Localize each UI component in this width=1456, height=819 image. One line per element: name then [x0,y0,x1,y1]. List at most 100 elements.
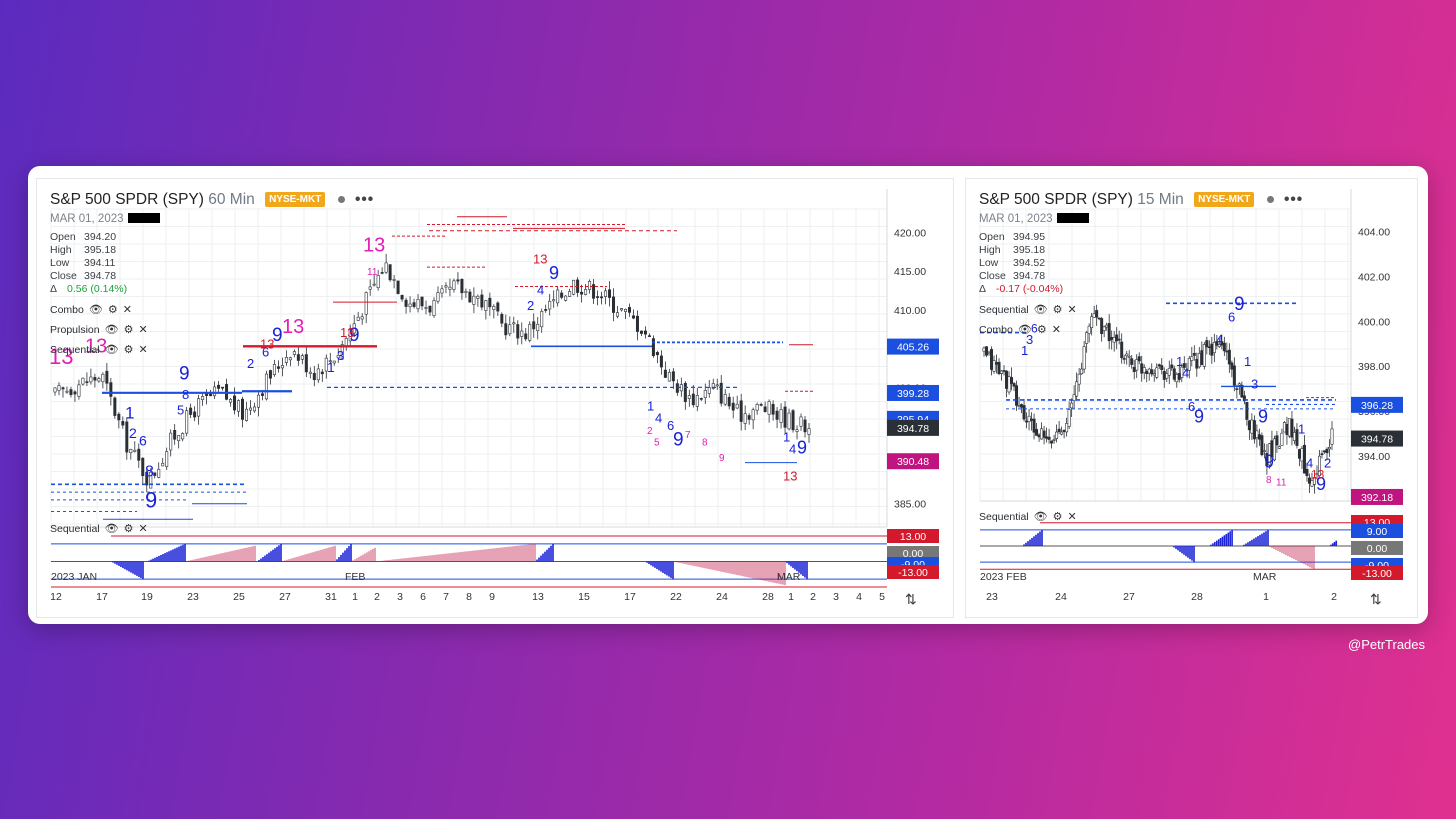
month-label: MAR [777,571,801,583]
gear-icon[interactable]: ⚙ [1036,324,1047,336]
close-icon[interactable]: ✕ [138,523,148,535]
chart-canvas-15min[interactable]: 404.00402.00400.00398.00396.00394.001361… [966,179,1417,617]
ohlc-close: Close 394.78 [50,270,117,282]
candle-body [272,364,276,375]
close-icon[interactable]: ✕ [122,304,132,316]
eye-icon[interactable]: 👁 [104,523,119,535]
candle-body [1140,363,1144,374]
close-icon[interactable]: ✕ [138,324,148,336]
candle-body [1227,349,1231,365]
symbol-title[interactable]: S&P 500 SPDR (SPY) [50,191,204,208]
timeframe-label[interactable]: 60 Min [208,191,255,208]
ellipsis-icon[interactable]: ••• [1283,191,1304,208]
ohlc-low: Low 394.52 [979,257,1046,269]
candle-body [161,462,165,467]
candle-body [731,402,735,411]
eye-icon[interactable]: 👁 [1033,304,1048,316]
candle-body [105,370,109,384]
indicator-row-combo[interactable]: Combo 👁 ⚙ ✕ [979,324,1061,336]
eye-icon[interactable]: 👁 [1017,324,1032,336]
candle-body [217,384,221,389]
swap-axis-icon[interactable]: ⇅ [1370,591,1382,607]
candle-body [1017,405,1021,408]
candle-body [1225,350,1229,353]
gear-icon[interactable]: ⚙ [107,304,118,316]
setup-count-label: 1 [1298,422,1305,437]
indicator-row-sequential[interactable]: Sequential 👁 ⚙ ✕ [50,344,148,356]
chart-canvas-60min[interactable]: 420.00415.00410.00405.00400.00395.00390.… [37,179,953,617]
price-axis-label: 394.00 [1358,451,1390,463]
candle-body [703,390,707,398]
candle-body [448,286,452,290]
candle-body [1325,448,1329,454]
timeframe-label[interactable]: 15 Min [1137,191,1184,208]
gear-icon[interactable]: ⚙ [1052,304,1063,316]
symbol-title[interactable]: S&P 500 SPDR (SPY) [979,191,1133,208]
setup-count-label: 8 [182,387,189,402]
candle-body [69,389,73,395]
indicator-row-sequential[interactable]: Sequential 👁 ⚙ ✕ [979,304,1077,316]
osc-tag [887,546,939,560]
candle-body [1100,318,1104,334]
candle-body [137,448,141,461]
gear-icon[interactable]: ⚙ [123,324,134,336]
ellipsis-icon[interactable]: ••• [354,191,375,208]
gear-icon[interactable]: ⚙ [123,344,134,356]
candle-body [93,377,97,381]
day-label: 27 [1123,591,1135,603]
indicator-row-combo[interactable]: Combo 👁 ⚙ ✕ [50,304,132,316]
candle-body [61,387,65,390]
setup-count-label: 9 [1194,406,1204,426]
close-icon[interactable]: ✕ [1051,324,1061,336]
candle-body [1085,332,1089,344]
eye-icon[interactable]: 👁 [104,344,119,356]
panel-header: S&P 500 SPDR (SPY) 15 Min NYSE-MKT ••• [979,191,1303,209]
day-label: 17 [96,591,108,603]
candle-body [1300,448,1304,462]
sub-indicator-sequential[interactable]: Sequential 👁 ⚙ ✕ [979,511,1077,523]
price-tag-label: 394.78 [897,423,929,435]
setup-count-label: 5 [177,403,184,418]
candle-body [1042,430,1046,438]
candle-body [276,366,280,369]
setup-count-label: 9 [145,488,157,513]
candle-body [667,372,671,382]
close-icon[interactable]: ✕ [1067,511,1077,523]
close-icon[interactable]: ✕ [1067,304,1077,316]
candle-body [424,307,428,309]
indicator-row-propulsion[interactable]: Propulsion 👁 ⚙ ✕ [50,324,148,336]
eye-icon[interactable]: 👁 [104,324,119,336]
day-label: 22 [670,591,682,603]
setup-count-label: 13 [533,251,547,266]
candle-body [1187,358,1191,371]
candle-body [588,281,592,290]
ohlc-open: Open 394.95 [979,231,1046,243]
gear-icon[interactable]: ⚙ [1052,511,1063,523]
setup-count-label: 1 [327,359,335,375]
candle-body [1200,350,1204,365]
candle-body [384,262,388,273]
candle-body [1277,446,1281,449]
candle-body [81,377,85,385]
candle-body [699,398,703,400]
swap-axis-icon[interactable]: ⇅ [905,591,917,607]
candle-body [1025,420,1029,423]
eye-icon[interactable]: 👁 [88,304,103,316]
ohlc-close: Close 394.78 [979,270,1046,282]
eye-icon[interactable]: 👁 [1033,511,1048,523]
candle-body [1000,370,1004,374]
candle-body [324,357,328,372]
price-axis-label: 404.00 [1358,226,1390,238]
close-icon[interactable]: ✕ [138,344,148,356]
candle-body [1262,450,1266,452]
osc-tag-label: -13.00 [898,567,928,579]
gear-icon[interactable]: ⚙ [123,523,134,535]
candle-body [1007,376,1011,393]
candle-body [364,292,368,315]
candle-body [695,395,699,407]
candle-body [1205,340,1209,348]
sub-indicator-sequential[interactable]: Sequential 👁 ⚙ ✕ [50,523,148,535]
candle-body [1115,334,1119,342]
candle-body [1035,429,1039,436]
candle-body [1122,358,1126,360]
